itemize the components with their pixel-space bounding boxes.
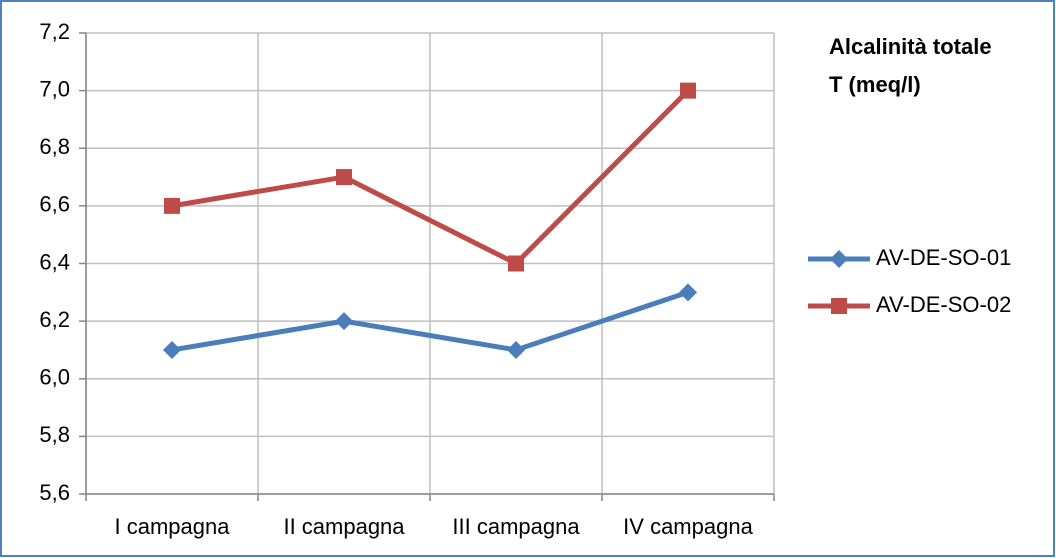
marker xyxy=(335,312,353,331)
x-tick-label: II campagna xyxy=(283,514,405,539)
marker xyxy=(679,283,697,302)
legend-label: AV-DE-SO-01 xyxy=(876,245,1011,270)
marker xyxy=(163,340,181,359)
x-tick-label: III campagna xyxy=(452,514,580,539)
marker xyxy=(830,250,848,268)
marker xyxy=(507,340,525,359)
marker xyxy=(508,255,524,272)
x-tick-label: IV campagna xyxy=(623,514,753,539)
y-tick-label: 5,6 xyxy=(39,480,70,505)
series-line xyxy=(171,88,690,266)
chart-title: T (meq/l) xyxy=(829,72,921,97)
marker xyxy=(164,197,180,214)
y-tick-label: 6,0 xyxy=(39,365,70,390)
legend-label: AV-DE-SO-02 xyxy=(876,292,1011,317)
series-line xyxy=(171,289,689,353)
marker xyxy=(336,169,352,186)
marker xyxy=(831,298,847,314)
y-tick-label: 6,6 xyxy=(39,192,70,217)
y-tick-label: 7,0 xyxy=(39,76,70,101)
y-tick-label: 5,8 xyxy=(39,422,70,447)
y-tick-label: 6,2 xyxy=(39,307,70,332)
y-tick-label: 6,8 xyxy=(39,134,70,159)
x-tick-label: I campagna xyxy=(115,514,231,539)
y-tick-label: 6,4 xyxy=(39,249,70,274)
y-tick-label: 7,2 xyxy=(39,19,70,44)
marker xyxy=(680,82,696,99)
chart-title: Alcalinità totale xyxy=(829,34,992,59)
